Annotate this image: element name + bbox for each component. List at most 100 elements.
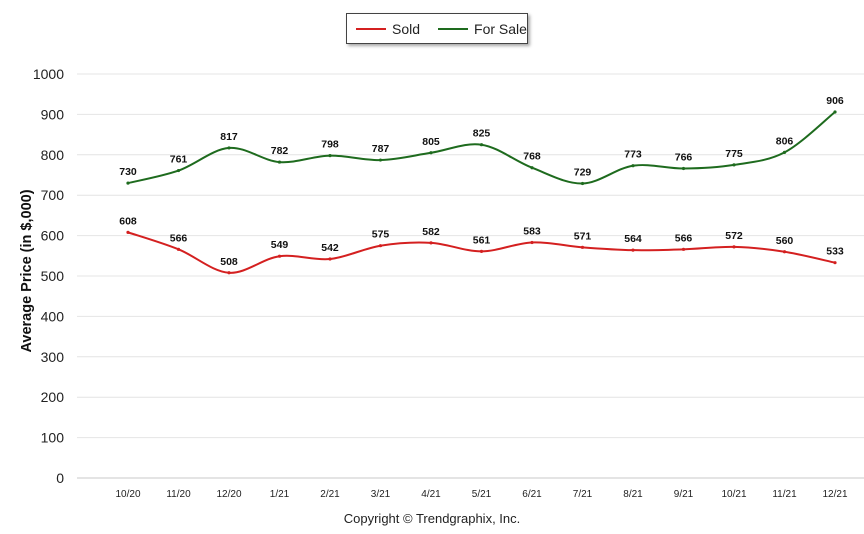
data-label-sold: 564 [624, 233, 642, 245]
x-tick-label: 6/21 [522, 489, 542, 500]
y-tick-label: 700 [41, 187, 65, 203]
x-tick-label: 4/21 [421, 489, 441, 500]
data-point-sold [277, 254, 282, 258]
data-point-for-sale [227, 146, 231, 150]
x-tick-label: 10/21 [721, 489, 746, 500]
x-tick-label: 2/21 [320, 489, 340, 500]
x-tick-label: 1/21 [270, 489, 290, 500]
y-tick-label: 200 [41, 389, 65, 405]
x-tick-label: 3/21 [371, 489, 391, 500]
data-point-for-sale [126, 181, 130, 185]
data-point-for-sale [782, 150, 787, 154]
data-label-for-sale: 805 [422, 136, 440, 148]
legend-label-sold: Sold [392, 20, 421, 37]
data-label-sold: 542 [321, 242, 339, 254]
data-point-sold [732, 245, 736, 249]
data-label-for-sale: 817 [220, 131, 238, 143]
data-point-for-sale [833, 110, 837, 114]
y-axis-label: Average Price (in $,000) [19, 189, 35, 353]
x-tick-label: 11/20 [166, 489, 191, 500]
legend-label-for-sale: For Sale [474, 20, 527, 37]
data-point-sold [631, 248, 635, 252]
data-point-sold [378, 244, 383, 248]
y-tick-label: 600 [41, 228, 65, 244]
data-point-sold [479, 249, 484, 253]
series-lines [126, 110, 837, 275]
data-label-for-sale: 806 [776, 135, 794, 147]
data-point-for-sale [631, 164, 635, 168]
data-label-for-sale: 775 [725, 148, 743, 160]
legend: Sold For Sale [346, 13, 528, 44]
y-tick-label: 100 [41, 430, 65, 446]
data-point-sold [126, 230, 130, 234]
data-label-sold: 533 [826, 246, 844, 258]
x-tick-label: 10/20 [115, 489, 140, 500]
x-tick-labels: 10/20 11/20 12/20 1/21 2/21 3/21 4/21 5/21 6/21 7… [115, 489, 847, 500]
data-label-for-sale: 787 [372, 143, 390, 155]
data-label-sold: 571 [574, 230, 592, 242]
y-tick-label: 300 [41, 349, 65, 365]
y-tick-label: 0 [56, 470, 64, 486]
data-label-sold: 508 [220, 256, 238, 268]
x-tick-label: 9/21 [674, 489, 694, 500]
y-tick-label: 900 [41, 106, 65, 122]
data-label-sold: 549 [271, 239, 289, 251]
y-tick-label: 400 [41, 308, 65, 324]
data-point-sold [530, 240, 534, 245]
x-tick-label: 11/21 [772, 489, 797, 500]
data-point-sold [833, 261, 837, 265]
data-label-sold: 561 [473, 234, 491, 246]
x-tick-label: 12/20 [216, 489, 241, 500]
data-label-sold: 583 [523, 225, 541, 237]
data-label-for-sale: 825 [473, 128, 491, 140]
legend-item-for-sale[interactable]: For Sale [438, 21, 527, 37]
data-label-for-sale: 798 [321, 139, 339, 151]
x-tick-label: 8/21 [623, 489, 643, 500]
data-labels: 608 566 508 549 542 575 582 561 583 571 564 566 572 5… [119, 95, 844, 268]
data-label-sold: 608 [119, 215, 137, 227]
data-label-sold: 560 [776, 235, 794, 247]
data-label-for-sale: 730 [119, 166, 137, 178]
y-tick-labels: 0 100 200 300 400 500 600 700 800 900 1000 [33, 66, 64, 486]
copyright-text: Copyright © Trendgraphix, Inc. [343, 511, 521, 526]
legend-item-sold[interactable]: Sold [356, 21, 420, 37]
data-label-sold: 566 [170, 232, 188, 244]
y-tick-label: 1000 [33, 66, 64, 82]
data-point-for-sale [378, 158, 383, 162]
data-label-for-sale: 761 [170, 154, 188, 166]
data-label-for-sale: 782 [271, 145, 289, 157]
data-point-sold [782, 250, 787, 254]
data-point-for-sale [277, 160, 282, 164]
data-label-sold: 575 [372, 229, 390, 241]
legend-swatch-sold [356, 27, 386, 30]
data-label-for-sale: 773 [624, 149, 642, 161]
data-point-for-sale [681, 166, 686, 171]
data-point-for-sale [530, 166, 534, 170]
data-point-sold [176, 247, 181, 251]
data-point-for-sale [429, 151, 433, 155]
data-point-sold [429, 241, 433, 245]
data-label-for-sale: 766 [675, 152, 693, 164]
data-point-for-sale [732, 163, 736, 167]
data-label-sold: 582 [422, 226, 440, 238]
data-label-sold: 566 [675, 232, 693, 244]
y-tick-label: 800 [41, 147, 65, 163]
y-tick-label: 500 [41, 268, 65, 284]
data-point-sold [681, 247, 686, 251]
data-label-sold: 572 [725, 230, 743, 242]
data-point-for-sale [580, 181, 585, 186]
legend-swatch-for-sale [438, 27, 469, 30]
x-tick-label: 12/21 [822, 489, 847, 500]
data-label-for-sale: 906 [826, 95, 844, 107]
data-point-for-sale [479, 143, 484, 147]
data-point-sold [580, 245, 585, 249]
data-point-sold [227, 271, 231, 275]
gridlines [77, 73, 864, 439]
x-tick-label: 7/21 [573, 489, 593, 500]
data-point-sold [328, 257, 332, 261]
x-tick-label: 5/21 [472, 489, 492, 500]
data-label-for-sale: 729 [574, 166, 592, 178]
data-label-for-sale: 768 [523, 151, 541, 163]
data-point-for-sale [328, 154, 332, 158]
